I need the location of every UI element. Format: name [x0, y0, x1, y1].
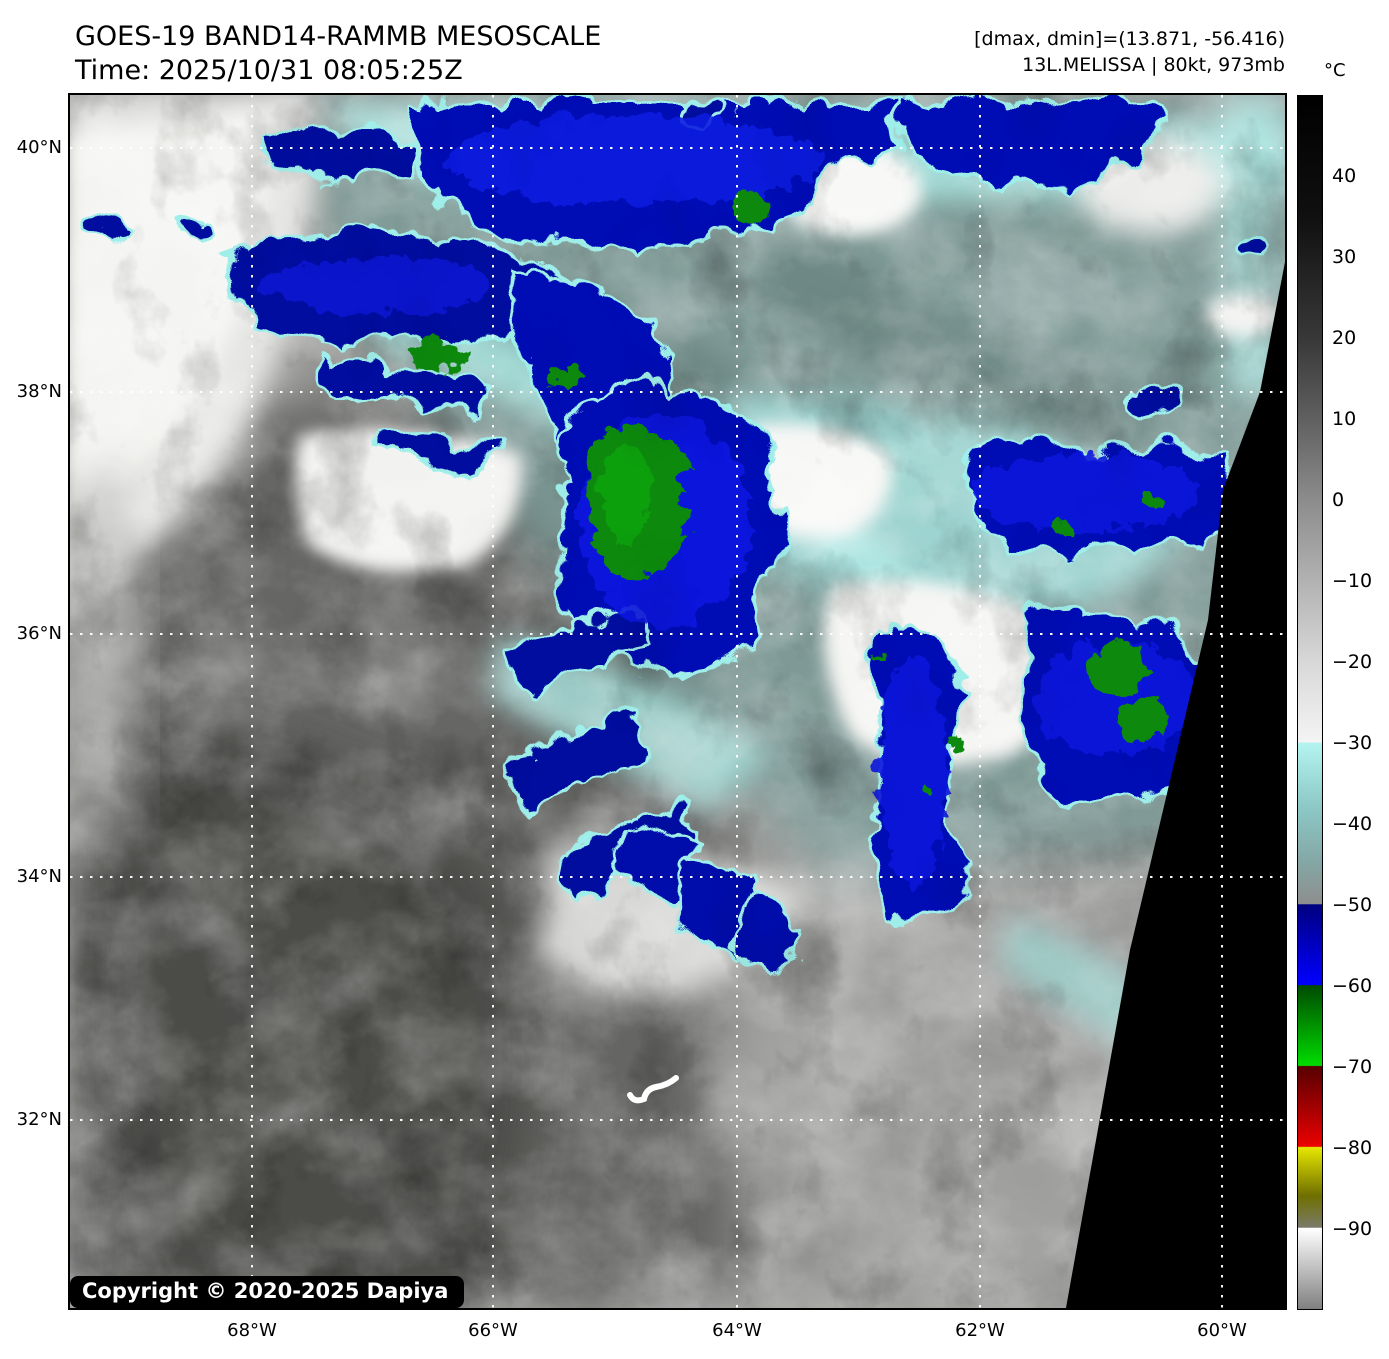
colorbar-tick-label: −50	[1332, 894, 1373, 916]
latitude-tick-label: 32°N	[16, 1109, 62, 1130]
copyright-badge: Copyright © 2020-2025 Dapiya	[70, 1276, 465, 1308]
colorbar-tick-label: 0	[1332, 489, 1345, 511]
colorbar-tick-label: −90	[1332, 1218, 1373, 1240]
gridline-longitude	[1221, 95, 1223, 1308]
figure-title: GOES-19 BAND14-RAMMB MESOSCALE	[75, 21, 602, 52]
gridline-latitude	[70, 391, 1285, 393]
latitude-tick-label: 38°N	[16, 381, 62, 402]
figure-time: Time: 2025/10/31 08:05:25Z	[75, 55, 463, 86]
storm-annotation: 13L.MELISSA | 80kt, 973mb	[1022, 54, 1285, 76]
gridline-latitude	[70, 1119, 1285, 1121]
colorbar-tick-label: −40	[1332, 813, 1373, 835]
colorbar	[1297, 95, 1323, 1310]
gridline-latitude	[70, 147, 1285, 149]
latitude-tick-label: 40°N	[16, 137, 62, 158]
colorbar-tick-label: −10	[1332, 570, 1373, 592]
no-data-wedge	[1066, 262, 1285, 1308]
colorbar-gradient	[1298, 96, 1322, 1309]
map-plot: Copyright © 2020-2025 Dapiya	[68, 93, 1287, 1310]
gridline-longitude	[492, 95, 494, 1308]
colorbar-tick-label: −60	[1332, 975, 1373, 997]
gridline-latitude	[70, 876, 1285, 878]
gridline-longitude	[736, 95, 738, 1308]
colorbar-unit-label: °C	[1324, 60, 1346, 81]
colorbar-tick-label: −70	[1332, 1056, 1373, 1078]
latitude-tick-label: 36°N	[16, 623, 62, 644]
colorbar-tick-label: 40	[1332, 165, 1357, 187]
gridline-longitude	[979, 95, 981, 1308]
figure-annotations: [dmax, dmin]=(13.871, -56.416) 13L.MELIS…	[974, 26, 1285, 78]
longitude-tick-label: 60°W	[1197, 1320, 1247, 1341]
gridline-latitude	[70, 633, 1285, 635]
latitude-tick-label: 34°N	[16, 866, 62, 887]
colorbar-tick-label: −30	[1332, 732, 1373, 754]
colorbar-tick-label: 10	[1332, 408, 1357, 430]
colorbar-tick-label: 20	[1332, 327, 1357, 349]
white-squiggle-feature	[627, 1075, 679, 1104]
gridline-longitude	[251, 95, 253, 1308]
colorbar-tick-label: 30	[1332, 246, 1357, 268]
colorbar-tick-label: −20	[1332, 651, 1373, 673]
colorbar-tick-label: −80	[1332, 1137, 1373, 1159]
satellite-cloud-imagery	[70, 95, 1285, 1308]
longitude-tick-label: 68°W	[227, 1320, 277, 1341]
longitude-tick-label: 62°W	[955, 1320, 1005, 1341]
dmax-dmin-annotation: [dmax, dmin]=(13.871, -56.416)	[974, 28, 1285, 50]
longitude-tick-label: 66°W	[468, 1320, 518, 1341]
longitude-tick-label: 64°W	[712, 1320, 762, 1341]
noise-overlay-top	[70, 95, 1285, 1308]
